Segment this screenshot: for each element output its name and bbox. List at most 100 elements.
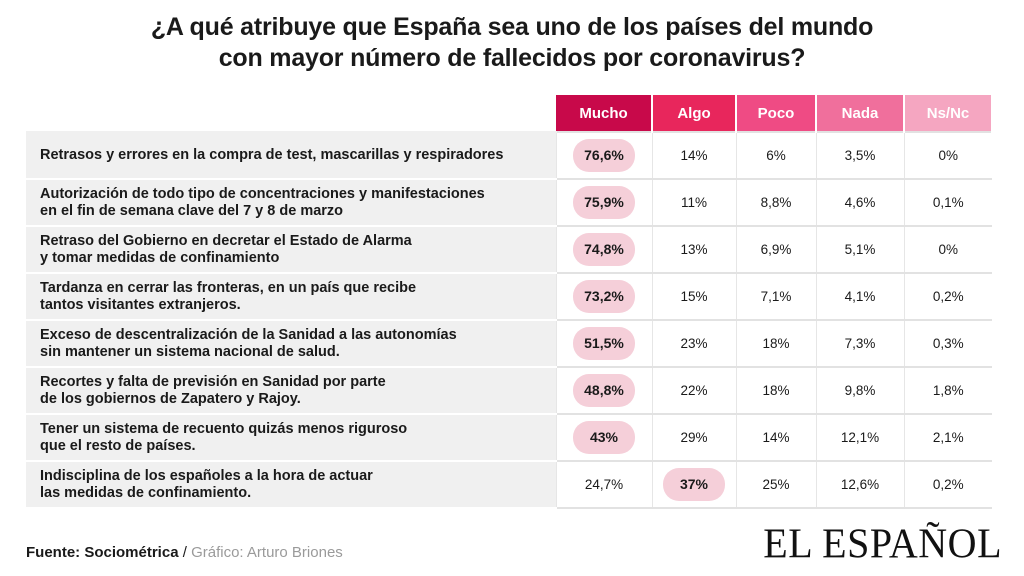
table-row: Tener un sistema de recuento quizás meno…	[26, 414, 992, 462]
table-row: Recortes y falta de previsión en Sanidad…	[26, 367, 992, 415]
table-body: Retrasos y errores en la compra de test,…	[26, 131, 992, 509]
row-label-line: las medidas de confinamiento.	[40, 484, 252, 501]
row-label-line: Autorización de todo tipo de concentraci…	[40, 185, 485, 202]
row-label: Tardanza en cerrar las fronteras, en un …	[26, 273, 556, 321]
value-cell: 12,6%	[815, 461, 904, 509]
cell-value: 0,2%	[932, 477, 964, 492]
value-cell: 48,8%	[555, 367, 652, 415]
cell-value: 7,1%	[760, 289, 792, 304]
value-cell: 24,7%	[555, 461, 652, 509]
row-label-line: en el fin de semana clave del 7 y 8 de m…	[40, 202, 344, 219]
cell-value: 5,1%	[844, 242, 876, 257]
value-cell: 6%	[735, 131, 816, 180]
value-cell: 0%	[903, 226, 992, 274]
value-cell: 7,3%	[815, 320, 904, 368]
footer: Fuente: Sociométrica / Gráfico: Arturo B…	[26, 544, 343, 561]
value-cell: 4,6%	[815, 179, 904, 227]
highlight-value: 73,2%	[573, 280, 635, 313]
row-label-line: tantos visitantes extranjeros.	[40, 296, 241, 313]
cell-value: 9,8%	[844, 383, 876, 398]
chart-title: ¿A qué atribuye que España sea uno de lo…	[0, 12, 1024, 74]
table-row: Autorización de todo tipo de concentraci…	[26, 179, 992, 227]
value-cell: 37%	[651, 461, 736, 509]
value-cell: 13%	[651, 226, 736, 274]
value-cell: 18%	[735, 320, 816, 368]
cell-value: 4,6%	[844, 195, 876, 210]
row-label: Exceso de descentralización de la Sanida…	[26, 320, 556, 368]
title-line-2: con mayor número de fallecidos por coron…	[218, 44, 806, 72]
row-label-line: Indisciplina de los españoles a la hora …	[40, 467, 373, 484]
cell-value: 12,1%	[840, 430, 880, 445]
cell-value: 24,7%	[584, 477, 624, 492]
cell-value: 0,1%	[932, 195, 964, 210]
cell-value: 22%	[680, 383, 708, 398]
graphic-credit: Gráfico: Arturo Briones	[191, 544, 343, 561]
value-cell: 1,8%	[903, 367, 992, 415]
cell-value: 7,3%	[844, 336, 876, 351]
value-cell: 3,5%	[815, 131, 904, 180]
row-label: Indisciplina de los españoles a la hora …	[26, 461, 556, 509]
value-cell: 75,9%	[555, 179, 652, 227]
value-cell: 74,8%	[555, 226, 652, 274]
cell-value: 0,2%	[932, 289, 964, 304]
cell-value: 15%	[680, 289, 708, 304]
highlight-value: 75,9%	[573, 186, 635, 219]
value-cell: 23%	[651, 320, 736, 368]
value-cell: 0,1%	[903, 179, 992, 227]
cell-value: 12,6%	[840, 477, 880, 492]
header-row: Mucho Algo Poco Nada Ns/Nc	[26, 95, 993, 132]
column-header: Algo	[652, 95, 737, 132]
column-header: Ns/Nc	[904, 95, 993, 132]
cell-value: 18%	[762, 383, 790, 398]
table-row: Retrasos y errores en la compra de test,…	[26, 131, 992, 180]
row-label: Tener un sistema de recuento quizás meno…	[26, 414, 556, 462]
cell-value: 29%	[680, 430, 708, 445]
cell-value: 1,8%	[932, 383, 964, 398]
row-label-line: Recortes y falta de previsión en Sanidad…	[40, 373, 386, 390]
cell-value: 2,1%	[932, 430, 964, 445]
cell-value: 11%	[680, 195, 708, 210]
row-label: Retraso del Gobierno en decretar el Esta…	[26, 226, 556, 274]
column-header: Poco	[736, 95, 817, 132]
value-cell: 12,1%	[815, 414, 904, 462]
table-row: Exceso de descentralización de la Sanida…	[26, 320, 992, 368]
row-label-line: Tardanza en cerrar las fronteras, en un …	[40, 279, 417, 296]
cell-value: 14%	[680, 148, 708, 163]
value-cell: 18%	[735, 367, 816, 415]
title-line-1: ¿A qué atribuye que España sea uno de lo…	[150, 13, 874, 41]
value-cell: 14%	[651, 131, 736, 180]
highlight-value: 43%	[573, 421, 635, 454]
cell-value: 0%	[938, 242, 958, 257]
row-label-line: Retraso del Gobierno en decretar el Esta…	[40, 232, 412, 249]
highlight-value: 37%	[663, 468, 725, 501]
cell-value: 8,8%	[760, 195, 792, 210]
cell-value: 0,3%	[932, 336, 964, 351]
cell-value: 6%	[766, 148, 786, 163]
highlight-value: 48,8%	[573, 374, 635, 407]
row-label-line: que el resto de países.	[40, 437, 196, 454]
cell-value: 14%	[762, 430, 790, 445]
value-cell: 0%	[903, 131, 992, 180]
value-cell: 14%	[735, 414, 816, 462]
cell-value: 18%	[762, 336, 790, 351]
column-header: Nada	[816, 95, 905, 132]
cell-value: 4,1%	[844, 289, 876, 304]
cell-value: 13%	[680, 242, 708, 257]
highlight-value: 74,8%	[573, 233, 635, 266]
column-header: Mucho	[556, 95, 653, 132]
value-cell: 7,1%	[735, 273, 816, 321]
row-label-line: sin mantener un sistema nacional de salu…	[40, 343, 340, 360]
row-label: Recortes y falta de previsión en Sanidad…	[26, 367, 556, 415]
header-corner	[26, 95, 556, 132]
row-label: Retrasos y errores en la compra de test,…	[26, 131, 556, 180]
value-cell: 8,8%	[735, 179, 816, 227]
table-row: Tardanza en cerrar las fronteras, en un …	[26, 273, 992, 321]
cell-value: 23%	[680, 336, 708, 351]
source-label: Fuente: Sociométrica	[26, 544, 179, 561]
value-cell: 76,6%	[555, 131, 652, 180]
results-table: Mucho Algo Poco Nada Ns/Nc Retrasos y errore…	[26, 95, 993, 509]
value-cell: 5,1%	[815, 226, 904, 274]
row-label-line: de los gobiernos de Zapatero y Rajoy.	[40, 390, 301, 407]
table-row: Retraso del Gobierno en decretar el Esta…	[26, 226, 992, 274]
table-row: Indisciplina de los españoles a la hora …	[26, 461, 992, 509]
